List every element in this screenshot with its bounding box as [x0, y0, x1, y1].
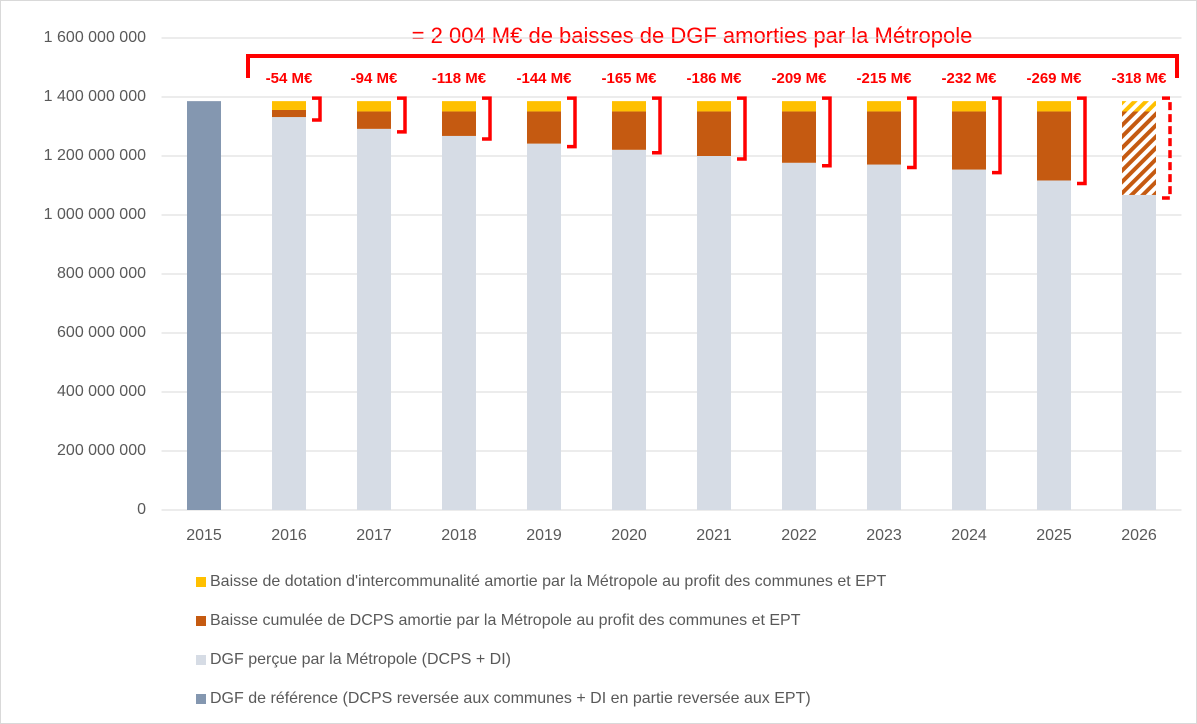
x-tick-label: 2015: [186, 527, 222, 544]
bar-segment: [697, 111, 731, 156]
bar-segment: [867, 164, 901, 510]
bar-segment: [952, 111, 986, 170]
bracket-label: -318 M€: [1111, 70, 1167, 87]
bracket-label: -118 M€: [432, 70, 487, 87]
chart-title: = 2 004 M€ de baisses de DGF amorties pa…: [412, 23, 973, 48]
bar-segment: [1122, 101, 1156, 112]
x-tick-label: 2017: [356, 527, 392, 544]
bar-segment: [697, 156, 731, 510]
bar-segment: [442, 101, 476, 112]
bracket: [652, 96, 662, 155]
bracket: [1162, 96, 1172, 200]
bracket-label: -94 M€: [351, 70, 398, 87]
bar-segment: [442, 111, 476, 136]
bar-segment: [697, 101, 731, 112]
bar-segment: [952, 101, 986, 112]
bar-segment: [272, 101, 306, 110]
y-tick-label: 1 600 000 000: [44, 29, 146, 46]
bar-segment: [1037, 180, 1071, 511]
legend-label: Baisse de dotation d'intercommunalité am…: [210, 573, 887, 590]
bar-segment: [1037, 111, 1071, 181]
bracket-label: -232 M€: [941, 70, 997, 87]
x-tick-label: 2023: [866, 527, 902, 544]
x-tick-label: 2021: [696, 527, 732, 544]
y-tick-label: 1 400 000 000: [44, 88, 146, 105]
bracket-label: -54 M€: [266, 70, 313, 87]
x-tick-label: 2022: [781, 527, 817, 544]
bracket: [312, 96, 322, 122]
legend-label: Baisse cumulée de DCPS amortie par la Mé…: [210, 612, 801, 629]
bracket: [482, 96, 492, 141]
legend-swatch: [196, 694, 206, 704]
y-tick-label: 400 000 000: [57, 383, 146, 400]
bar-segment: [357, 128, 391, 511]
x-tick-label: 2025: [1036, 527, 1072, 544]
title-bg: [330, 20, 1050, 54]
bar-segment: [527, 143, 561, 511]
bar-segment: [527, 101, 561, 112]
bracket: [1077, 96, 1087, 186]
y-tick-label: 600 000 000: [57, 324, 146, 341]
bar-segment: [612, 149, 646, 510]
legend-swatch: [196, 577, 206, 587]
bar-segment: [782, 101, 816, 112]
bar-segment: [1122, 194, 1156, 510]
x-tick-label: 2018: [441, 527, 477, 544]
bar-segment: [272, 117, 306, 510]
x-tick-label: 2024: [951, 527, 987, 544]
bar-segment: [782, 111, 816, 163]
total-bracket: [246, 54, 1179, 78]
y-tick-label: 800 000 000: [57, 265, 146, 282]
bracket: [567, 96, 577, 149]
bar-segment: [867, 101, 901, 112]
bar-segment: [1122, 111, 1156, 195]
bar-segment: [782, 162, 816, 510]
bar-segment: [867, 111, 901, 165]
bar-segment: [527, 111, 561, 144]
x-tick-label: 2026: [1121, 527, 1157, 544]
bracket-label: -165 M€: [601, 70, 657, 87]
legend-label: DGF de référence (DCPS reversée aux comm…: [210, 690, 811, 707]
bracket-label: -269 M€: [1026, 70, 1082, 87]
legend-label: DGF perçue par la Métropole (DCPS + DI): [210, 651, 511, 668]
legend-swatch: [196, 616, 206, 626]
bracket: [992, 96, 1002, 175]
bar-segment: [612, 101, 646, 112]
x-tick-label: 2020: [611, 527, 647, 544]
bar-segment: [442, 135, 476, 510]
y-tick-label: 1 000 000 000: [44, 206, 146, 223]
bar-segment: [272, 109, 306, 118]
y-tick-label: 200 000 000: [57, 442, 146, 459]
bar-segment: [952, 169, 986, 510]
bracket: [822, 96, 832, 168]
bar-segment: [357, 111, 391, 129]
x-tick-label: 2016: [271, 527, 307, 544]
y-tick-label: 1 200 000 000: [44, 147, 146, 164]
bracket: [907, 96, 917, 170]
legend-swatch: [196, 655, 206, 665]
bracket-label: -144 M€: [516, 70, 572, 87]
bracket-label: -209 M€: [771, 70, 827, 87]
bar-segment: [612, 111, 646, 150]
bracket-label: -215 M€: [856, 70, 912, 87]
bracket-label: -186 M€: [686, 70, 742, 87]
bar-segment: [357, 101, 391, 112]
bar-segment: [1037, 101, 1071, 112]
bracket: [397, 96, 407, 134]
bracket: [737, 96, 747, 161]
bar-segment: [187, 101, 221, 510]
y-tick-label: 0: [137, 501, 146, 518]
x-tick-label: 2019: [526, 527, 562, 544]
